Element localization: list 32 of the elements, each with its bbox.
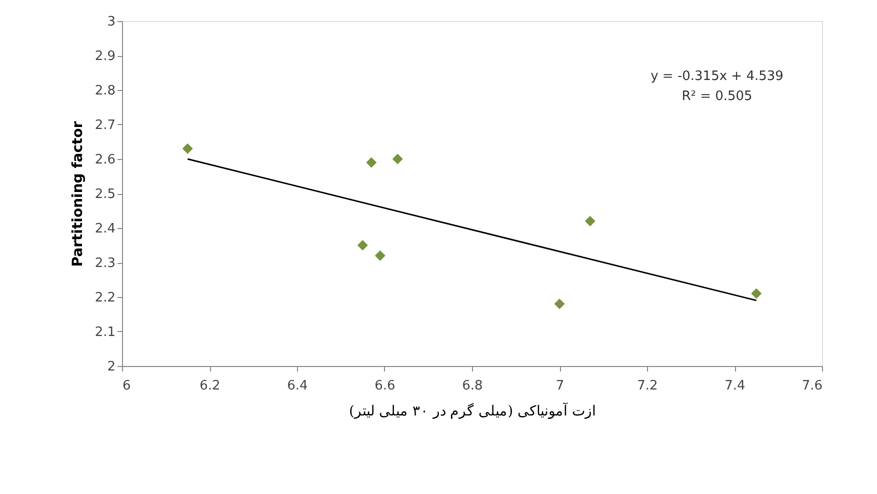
y-tick-label: 2.2 [94,290,116,306]
y-tick-label: 2.8 [94,84,116,98]
x-tick-label: 6.4 [287,378,308,394]
y-tick-label: 2.5 [94,187,116,202]
x-tick-label: 7.2 [637,378,658,394]
x-tick-label: 6.8 [462,378,483,394]
point [554,298,565,310]
x-tick-label: 6.6 [374,378,396,394]
y-tick-label: 2.1 [94,325,116,340]
point [392,154,403,164]
point [366,157,377,168]
y-tick-label: 2.9 [94,49,116,64]
annotation: R² = 0.505 [682,89,752,104]
point [751,288,762,299]
x-tick-label: 6.2 [200,378,220,394]
x-tick-label: 7.4 [724,378,746,394]
y-tick-label: 2.3 [94,256,116,271]
y-tick-label: 2.6 [94,152,116,168]
y-tick-label: 2.4 [94,222,116,236]
point [182,143,193,154]
annotation: y = -0.315x + 4.539 [650,69,784,84]
x-tick-label: 7.6 [802,378,822,394]
point [584,216,596,226]
y-axis-title: Partitioning factor [70,121,86,267]
x-tick-label: 6 [122,378,131,394]
y-tick-label: 3 [107,14,116,30]
y-tick-label: 2.7 [94,118,116,133]
x-tick-label: 7 [556,378,564,394]
x-axis-title: ازت آمونیاکی (میلی گرم در ۳۰ میلی لیتر) [348,402,596,420]
point [374,250,386,261]
y-tick-label: 2 [107,360,116,374]
point [357,240,368,250]
